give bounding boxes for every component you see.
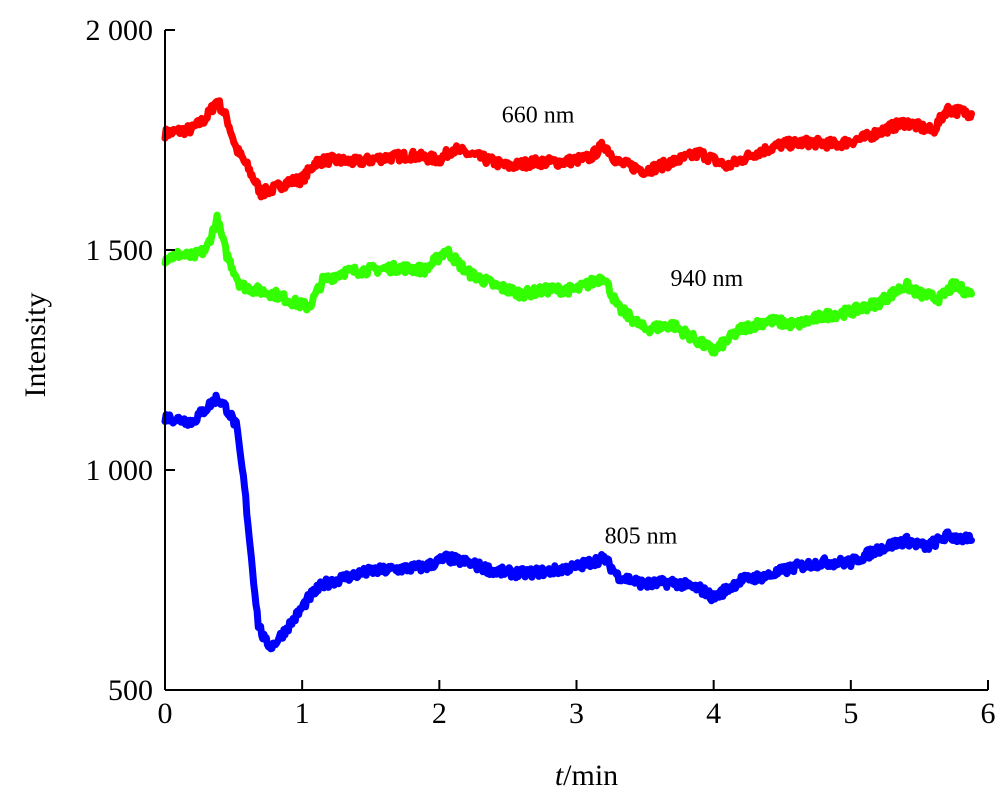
series-line-1: [161, 97, 975, 201]
y-tick-label: 1 000: [86, 454, 154, 487]
x-ticks: 0 1 2 3 4 5 6: [158, 680, 996, 730]
x-tick-label: 1: [295, 697, 310, 730]
x-tick-label: 0: [158, 697, 173, 730]
x-tick-label: 3: [569, 697, 584, 730]
series-label-3: 805 nm: [605, 523, 678, 549]
series-labels: 660 nm 940 nm 805 nm: [502, 102, 744, 549]
y-tick-label: 1 500: [86, 234, 154, 267]
series-layer: [161, 97, 975, 653]
series-line-2: [161, 211, 975, 357]
series-line-3: [161, 391, 975, 653]
y-ticks: 500 1 000 1 500 2 000: [86, 14, 175, 707]
x-tick-label: 6: [981, 697, 996, 730]
y-tick-label: 500: [108, 674, 153, 707]
series-label-2: 940 nm: [670, 266, 743, 292]
y-axis-title: Intensity: [19, 293, 52, 398]
x-tick-label: 2: [432, 697, 447, 730]
x-tick-label: 4: [706, 697, 721, 730]
x-tick-label: 5: [843, 697, 858, 730]
x-axis-title-rest: /min: [563, 759, 618, 792]
y-tick-label: 2 000: [86, 14, 154, 47]
x-axis-title-italic: t: [555, 759, 564, 792]
x-axis-title: t/min: [555, 759, 618, 792]
series-label-1: 660 nm: [502, 102, 575, 128]
